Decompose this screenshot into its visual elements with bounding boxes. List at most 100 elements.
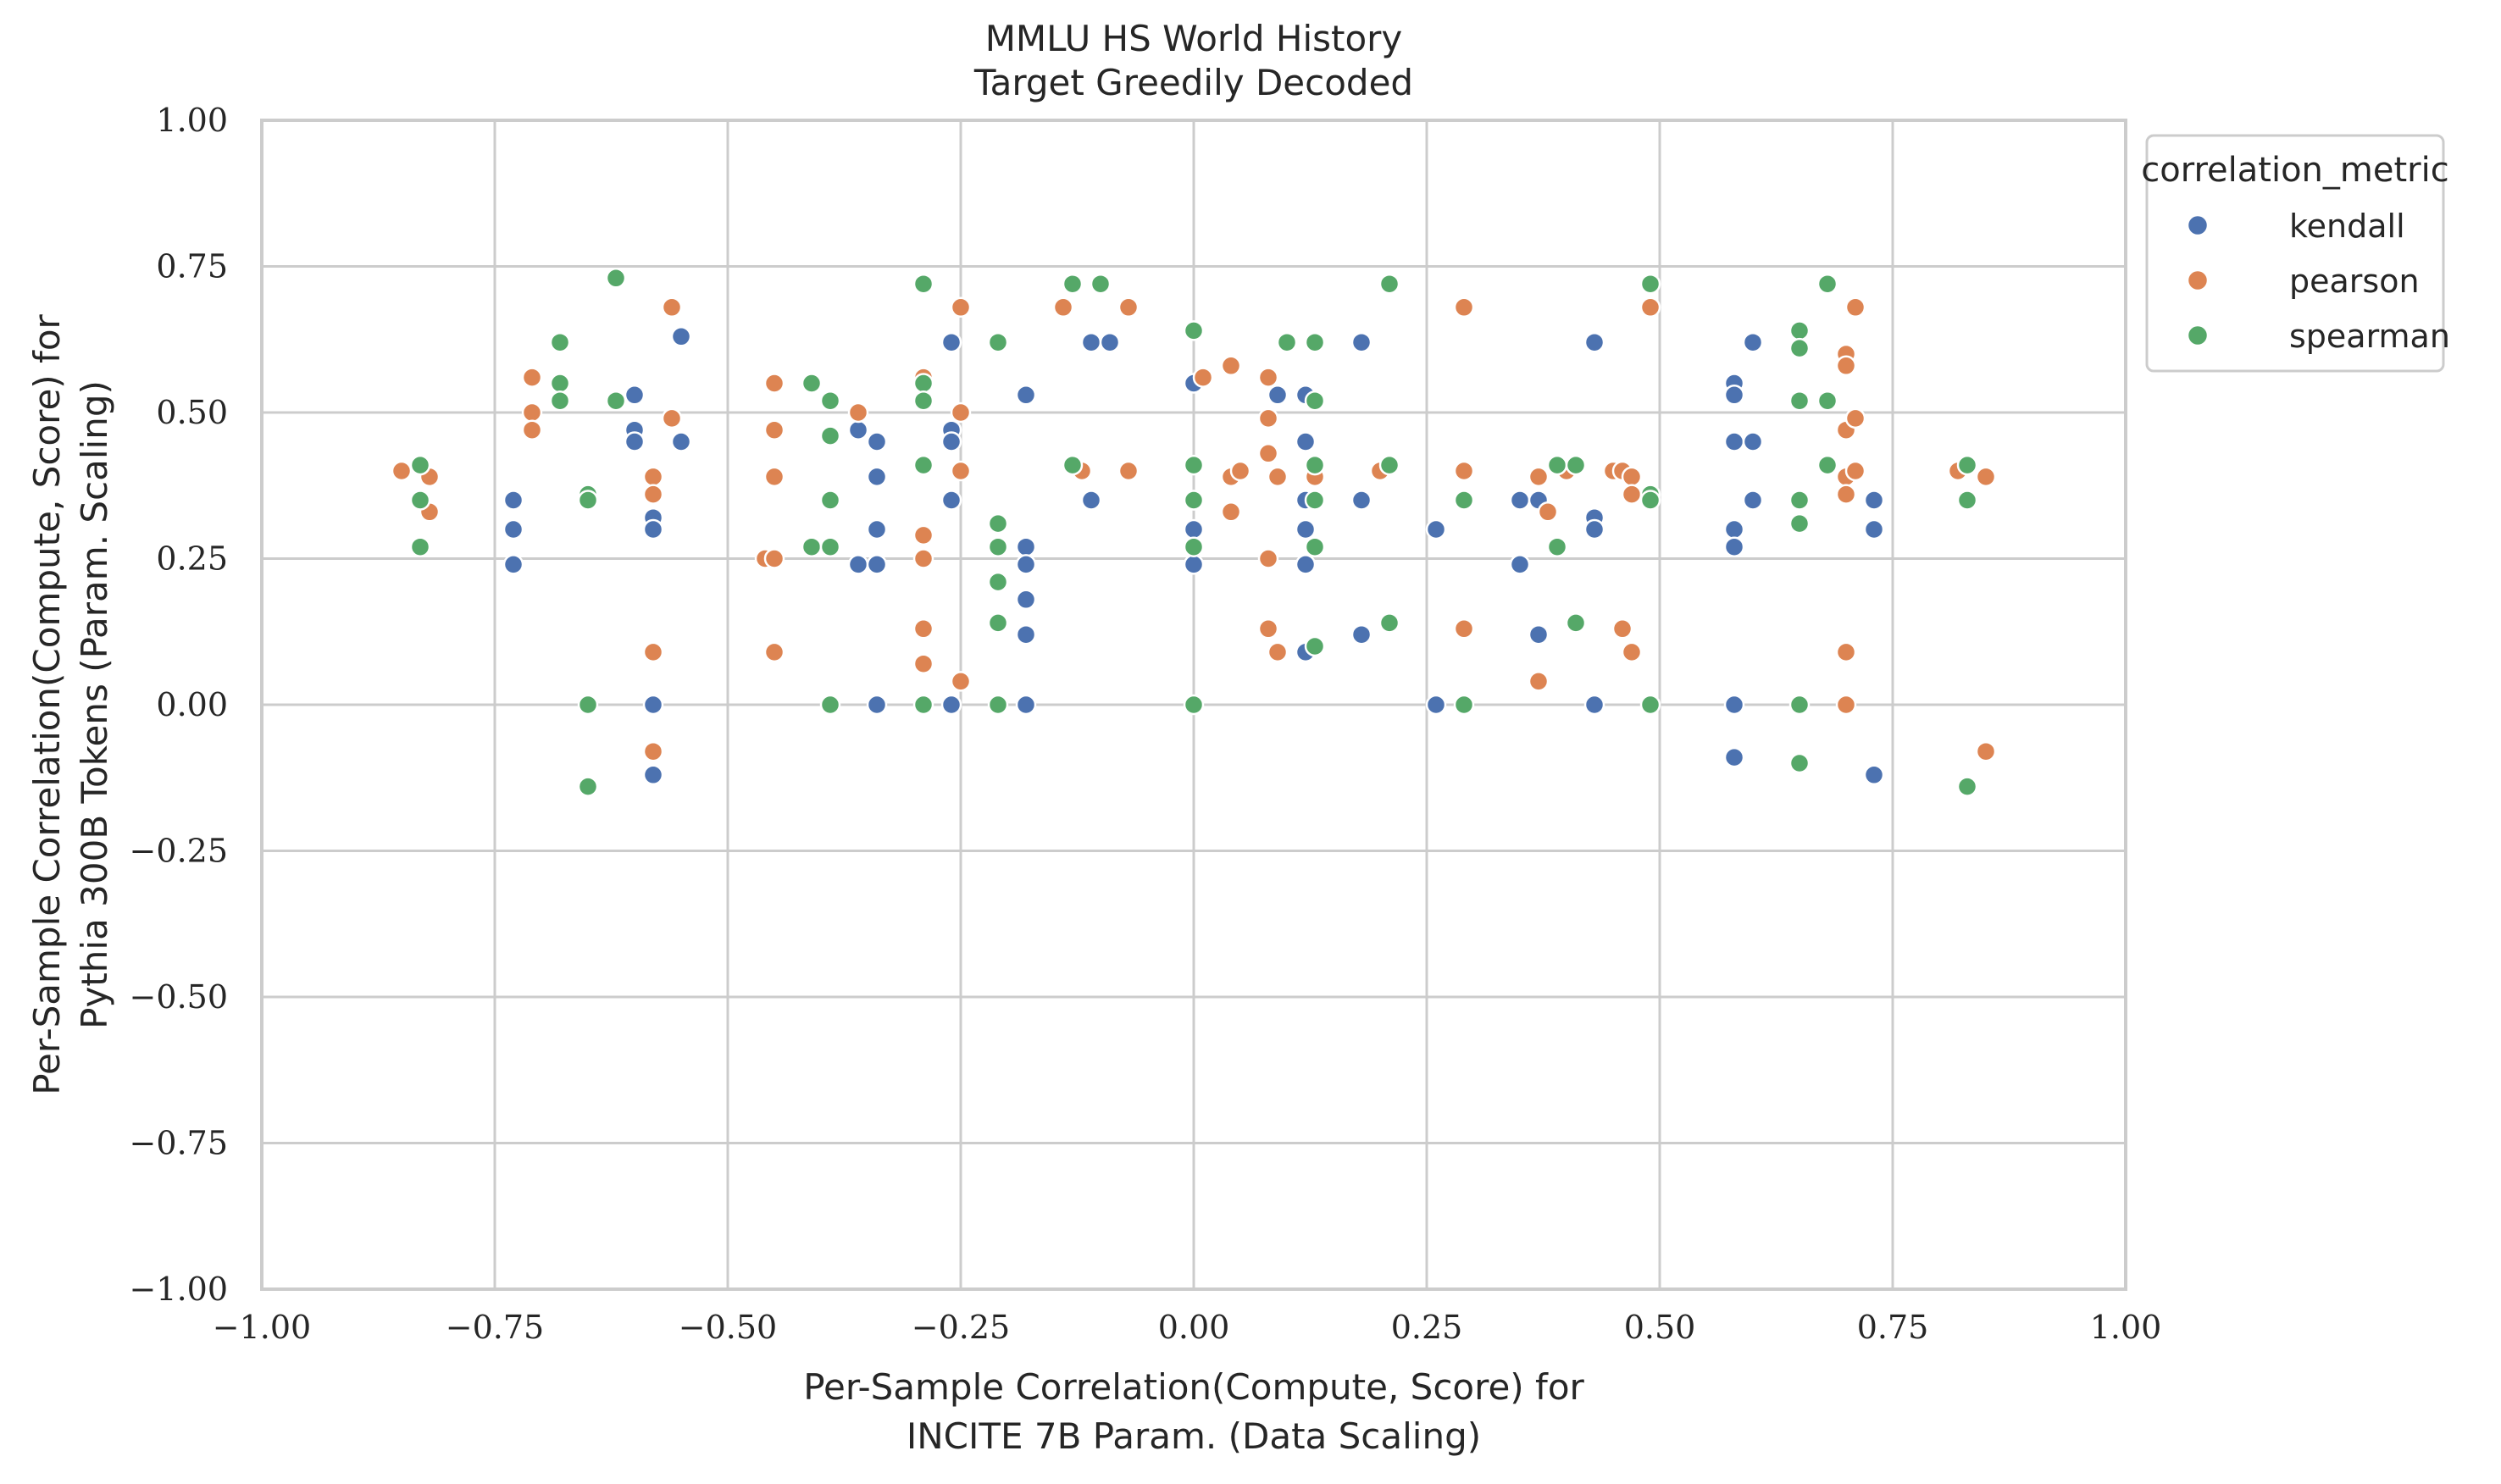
point-spearman [577, 694, 599, 716]
point-kendall [1863, 764, 1885, 786]
point-spearman [409, 454, 431, 476]
legend-items: kendall pearson spearman [2186, 208, 2450, 355]
point-pearson [1052, 296, 1074, 318]
point-spearman [987, 512, 1009, 534]
point-kendall [1723, 746, 1745, 768]
point-pearson [1621, 466, 1643, 488]
y-tick-labels: −1.00 −0.75 −0.50 −0.25 0.00 0.25 0.50 0.75 1.00 [130, 102, 228, 1308]
point-kendall [1015, 589, 1037, 611]
point-pearson [1267, 466, 1289, 488]
y-axis-label-line-2: Pythia 300B Tokens (Param. Scaling) [74, 380, 115, 1029]
point-spearman [1546, 536, 1568, 557]
point-pearson [1835, 694, 1857, 716]
point-spearman [912, 694, 934, 716]
point-pearson [391, 460, 413, 482]
point-kendall [866, 694, 888, 716]
point-kendall [1742, 431, 1764, 452]
point-spearman [987, 571, 1009, 593]
point-spearman [912, 454, 934, 476]
point-pearson [1537, 501, 1559, 523]
point-kendall [502, 554, 524, 575]
point-kendall [1183, 554, 1205, 575]
point-spearman [1788, 390, 1811, 412]
point-spearman [1453, 694, 1475, 716]
point-spearman [819, 694, 841, 716]
point-pearson [1117, 460, 1140, 482]
point-spearman [987, 331, 1009, 353]
point-kendall [1723, 431, 1745, 452]
point-spearman [1090, 273, 1112, 295]
point-spearman [1453, 490, 1475, 511]
point-pearson [642, 466, 664, 488]
point-kendall [1509, 554, 1531, 575]
point-spearman [409, 490, 431, 511]
legend-box [2145, 134, 2445, 373]
x-tick-labels: −1.00 −0.75 −0.50 −0.25 0.00 0.25 0.50 0.75 1.00 [213, 1309, 2162, 1346]
point-pearson [521, 367, 543, 388]
point-kendall [1528, 623, 1550, 645]
point-pearson [1257, 407, 1279, 429]
point-pearson [1844, 460, 1866, 482]
legend-marker-kendall [2186, 213, 2210, 237]
point-kendall [866, 431, 888, 452]
point-kendall [1295, 431, 1317, 452]
point-spearman [1788, 490, 1811, 511]
y-tick-label: −1.00 [130, 1271, 228, 1308]
point-kendall [624, 385, 646, 406]
point-pearson [763, 419, 785, 440]
point-spearman [549, 373, 571, 394]
point-kendall [1015, 536, 1037, 557]
point-pearson [950, 460, 972, 482]
point-kendall [1509, 490, 1531, 511]
point-pearson [642, 484, 664, 505]
point-pearson [1528, 671, 1550, 692]
point-spearman [912, 373, 934, 394]
point-pearson [1621, 641, 1643, 663]
x-tick-label: −1.00 [213, 1309, 311, 1346]
point-kendall [866, 466, 888, 488]
point-pearson [1257, 618, 1279, 640]
point-spearman [801, 373, 823, 394]
point-pearson [847, 401, 869, 424]
point-spearman [1183, 490, 1205, 511]
point-pearson [1621, 484, 1643, 505]
point-kendall [1015, 694, 1037, 716]
point-spearman [819, 536, 841, 557]
point-kendall [1099, 331, 1121, 353]
point-pearson [1220, 501, 1242, 523]
x-axis-label-line-2: INCITE 7B Param. (Data Scaling) [907, 1415, 1481, 1457]
x-tick-label: −0.50 [679, 1309, 777, 1346]
point-kendall [940, 694, 962, 716]
y-tick-label: −0.50 [130, 978, 228, 1016]
y-tick-label: 0.50 [156, 394, 228, 431]
point-spearman [1639, 490, 1661, 511]
point-spearman [819, 425, 841, 446]
point-pearson [1257, 367, 1279, 388]
point-kendall [670, 326, 692, 347]
point-spearman [605, 268, 627, 289]
y-tick-label: 0.75 [156, 248, 228, 285]
point-pearson [763, 641, 785, 663]
point-kendall [1350, 623, 1372, 645]
point-pearson [642, 641, 664, 663]
point-pearson [1844, 407, 1866, 429]
plot-frame [260, 119, 2127, 1291]
point-spearman [605, 390, 627, 412]
point-spearman [1788, 752, 1811, 774]
point-pearson [912, 524, 934, 546]
y-axis-label-line-1: Per-Sample Correlation(Compute, Score) f… [26, 313, 68, 1094]
point-spearman [1639, 273, 1661, 295]
legend-marker-spearman [2186, 324, 2210, 347]
point-pearson [1257, 443, 1279, 464]
point-spearman [1816, 390, 1838, 412]
point-kendall [847, 554, 869, 575]
point-pearson [1229, 460, 1251, 482]
point-kendall [1583, 694, 1605, 716]
point-pearson [521, 401, 543, 424]
x-tick-label: 0.00 [1158, 1309, 1230, 1346]
point-kendall [1295, 518, 1317, 540]
point-spearman [987, 612, 1009, 634]
point-spearman [1378, 612, 1400, 634]
point-spearman [1062, 454, 1084, 476]
x-tick-label: 0.25 [1391, 1309, 1463, 1346]
